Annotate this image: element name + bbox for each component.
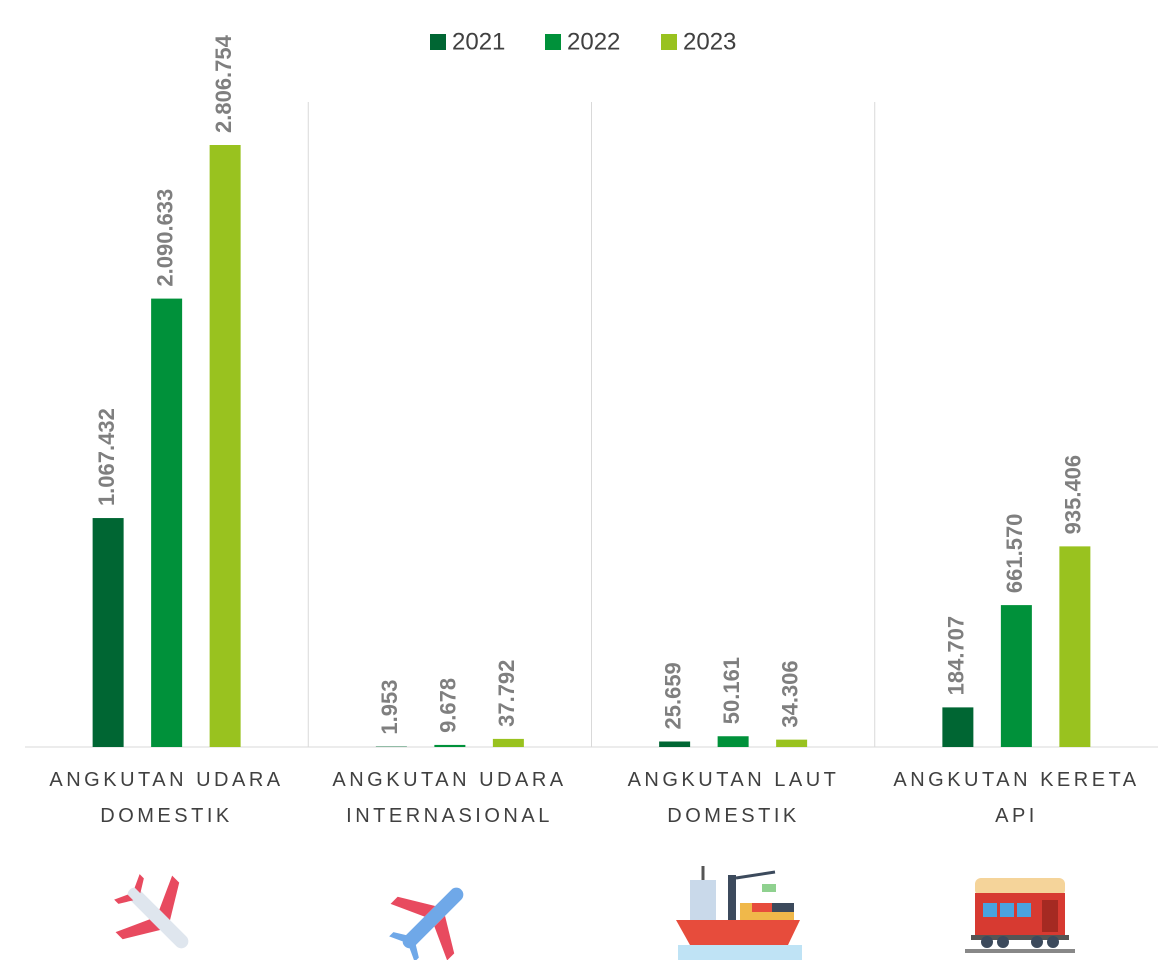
bar [209, 145, 241, 747]
bar [1059, 546, 1091, 747]
legend-swatch [430, 34, 446, 50]
x-tick-label: ANGKUTAN LAUT DOMESTIK [627, 769, 840, 827]
data-label: 2.806.754 [211, 34, 236, 133]
train-icon [965, 878, 1075, 953]
data-label: 2.090.633 [152, 189, 177, 287]
legend-swatch [545, 34, 561, 50]
data-label: 9.678 [436, 678, 461, 733]
legend-label: 2022 [567, 28, 620, 55]
ship-icon [676, 866, 802, 960]
legend-label: 2021 [452, 28, 505, 55]
data-label: 37.792 [494, 660, 519, 727]
bar [942, 707, 974, 747]
bar [717, 736, 749, 747]
data-label: 34.306 [777, 660, 802, 727]
bar [492, 738, 524, 747]
icons [114, 866, 1075, 960]
data-label: 25.659 [660, 662, 685, 729]
bar [151, 298, 183, 747]
bar [1000, 605, 1032, 747]
legend-swatch [661, 34, 677, 50]
plane-icon [114, 874, 189, 949]
legend-label: 2023 [683, 28, 736, 55]
plane-icon [389, 887, 464, 960]
x-tick-label: ANGKUTAN UDARA DOMESTIK [49, 769, 284, 827]
bar [659, 741, 691, 747]
data-label: 1.953 [377, 680, 402, 735]
data-label: 1.067.432 [94, 408, 119, 506]
x-tick-label: ANGKUTAN UDARA INTERNASIONAL [332, 769, 567, 827]
data-label: 935.406 [1061, 455, 1086, 535]
x-tick-label: ANGKUTAN KERETA API [893, 769, 1140, 827]
bar [776, 739, 808, 747]
bar [92, 518, 124, 747]
bar [434, 744, 466, 747]
data-label: 184.707 [944, 616, 969, 696]
data-label: 50.161 [719, 657, 744, 724]
data-label: 661.570 [1002, 514, 1027, 594]
